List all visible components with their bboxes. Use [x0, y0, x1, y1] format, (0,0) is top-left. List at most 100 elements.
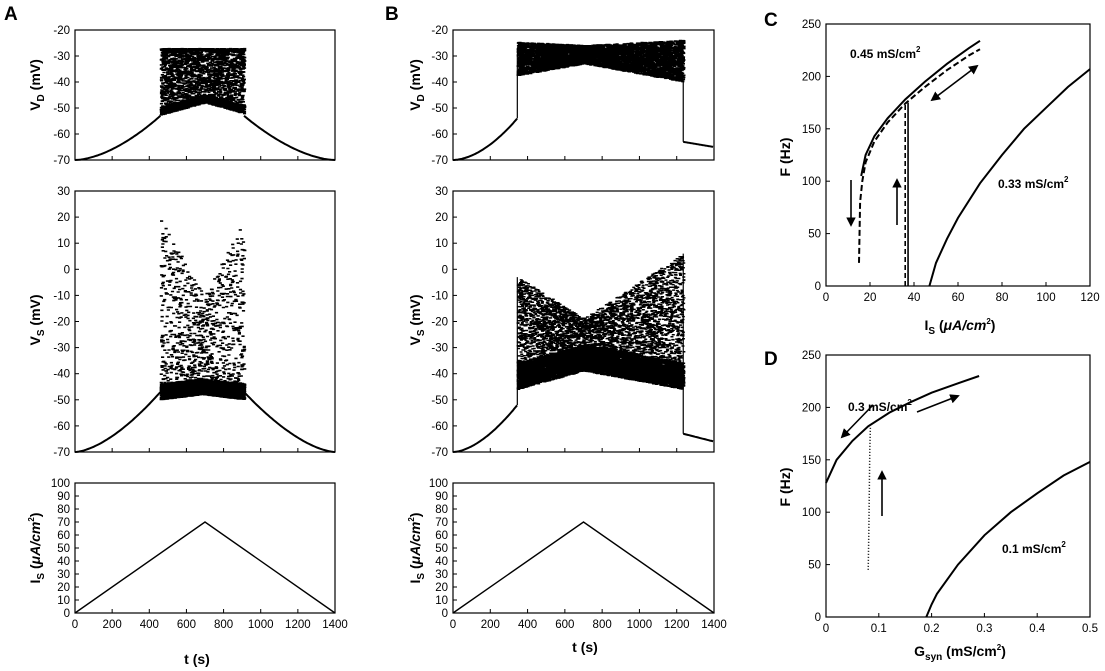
trace-ramp-down	[683, 140, 714, 148]
annotation-c-045: 0.45 mS/cm2	[850, 45, 921, 61]
y-tick-label: 30	[57, 569, 70, 581]
x-tick-label: 0.5	[1082, 623, 1098, 635]
plot-frame	[452, 29, 715, 161]
y-tick-label: 100	[51, 478, 70, 490]
current-ramp-line	[452, 521, 715, 614]
y-tick-label: 80	[57, 504, 70, 516]
trace-ramp-down	[243, 391, 336, 453]
arrow-c-both	[930, 64, 979, 102]
y-tick-label: -60	[53, 129, 70, 141]
panel-label-c: C	[764, 10, 778, 31]
y-tick-label: -70	[53, 447, 70, 459]
series-1	[825, 375, 980, 484]
y-tick-label: 200	[802, 402, 821, 414]
y-tick-label: 30	[57, 186, 70, 198]
y-tick-label: 20	[435, 212, 448, 224]
ylabel-a-vd: VD (mV)	[27, 59, 47, 111]
y-tick-label: -10	[431, 290, 448, 302]
series-2	[858, 48, 981, 263]
x-tick-label: 0.3	[976, 623, 992, 635]
y-tick-label: 150	[802, 124, 821, 136]
y-tick-label: 60	[57, 530, 70, 542]
y-tick-label: 10	[435, 595, 448, 607]
x-tick-label: 800	[593, 619, 612, 631]
y-tick-label: -40	[53, 369, 70, 381]
x-tick-label: 0	[450, 619, 456, 631]
plot-frame	[74, 482, 336, 614]
y-tick-label: 0	[64, 264, 70, 276]
y-tick-label: -70	[431, 155, 448, 167]
trace-ramp-up	[453, 117, 518, 161]
series-2	[867, 426, 872, 570]
y-tick-label: 100	[429, 478, 448, 490]
y-tick-label: 40	[57, 556, 70, 568]
y-tick-label: 70	[57, 517, 70, 529]
x-tick-label: 0.4	[1029, 623, 1046, 635]
x-tick-label: 60	[952, 292, 965, 304]
chart-a-vd: -70 -60 -50 -40 -30 -20	[53, 25, 336, 167]
annotation-d-03: 0.3 mS/cm2	[848, 398, 912, 414]
arrow-d-left	[840, 404, 874, 439]
y-tick-label: 20	[435, 582, 448, 594]
y-tick-label: 10	[435, 238, 448, 250]
y-tick-label: -60	[431, 421, 448, 433]
ylabel-b-is: IS (μA/cm2)	[407, 513, 427, 584]
x-tick-label: 1200	[664, 619, 690, 631]
y-tick-label: -30	[53, 343, 70, 355]
y-tick-label: -20	[431, 317, 448, 329]
y-tick-label: -20	[53, 25, 70, 37]
x-tick-label: 1000	[248, 619, 274, 631]
x-tick-label: 800	[214, 619, 233, 631]
trace-ramp-down	[243, 115, 336, 161]
chart-c: 0 50 100 150 200 250 0 20 40 60 80 100 120	[802, 19, 1100, 304]
y-tick-label: 100	[802, 176, 821, 188]
x-tick-label: 100	[1036, 292, 1055, 304]
xlabel-c: IS (μA/cm2)	[925, 317, 996, 337]
y-tick-label: -40	[431, 369, 448, 381]
x-tick-label: 120	[1080, 292, 1099, 304]
current-ramp-line	[74, 521, 336, 614]
y-tick-label: -30	[431, 51, 448, 63]
x-tick-label: 0.1	[871, 623, 887, 635]
series-3	[928, 68, 1091, 287]
y-tick-label: 100	[802, 507, 821, 519]
y-tick-label: 50	[808, 229, 821, 241]
y-tick-label: -20	[53, 317, 70, 329]
x-tick-label: 0	[72, 619, 78, 631]
y-tick-label: 0	[442, 264, 448, 276]
y-tick-label: 30	[435, 569, 448, 581]
y-tick-label: -50	[53, 395, 70, 407]
spike-band	[516, 39, 686, 83]
series-1	[860, 39, 981, 177]
x-tick-label: 200	[481, 619, 500, 631]
y-tick-label: 60	[435, 530, 448, 542]
ylabel-a-vs: VS (mV)	[27, 294, 47, 345]
y-tick-label: -70	[53, 155, 70, 167]
trace-ramp-up	[452, 404, 518, 453]
xlabel-a: t (s)	[184, 651, 210, 667]
x-tick-label: 400	[140, 619, 159, 631]
x-tick-label: 600	[177, 619, 196, 631]
y-tick-label: -20	[431, 25, 448, 37]
chart-b-vs: -70 -60 -50 -40 -30 -20 -10 0 10 20 30	[431, 186, 715, 459]
y-tick-label: 80	[435, 504, 448, 516]
y-tick-label: 50	[808, 560, 821, 572]
x-tick-label: 1400	[701, 619, 727, 631]
chart-d: 0 50 100 150 200 250 0 0.1 0.2 0.3 0.4 0.5	[802, 350, 1098, 635]
x-tick-label: 600	[555, 619, 574, 631]
x-tick-label: 0.2	[924, 623, 940, 635]
y-tick-label: -10	[53, 290, 70, 302]
arrow-d-right	[916, 394, 960, 413]
x-tick-label: 400	[518, 619, 537, 631]
ylabel-c: F (Hz)	[777, 138, 793, 177]
xlabel-b: t (s)	[572, 639, 598, 655]
y-tick-label: -50	[53, 103, 70, 115]
spike-cloud	[159, 47, 247, 116]
y-tick-label: 10	[57, 595, 70, 607]
x-tick-label: 40	[908, 292, 921, 304]
y-tick-label: 70	[435, 517, 448, 529]
annotation-c-033: 0.33 mS/cm2	[998, 175, 1069, 191]
